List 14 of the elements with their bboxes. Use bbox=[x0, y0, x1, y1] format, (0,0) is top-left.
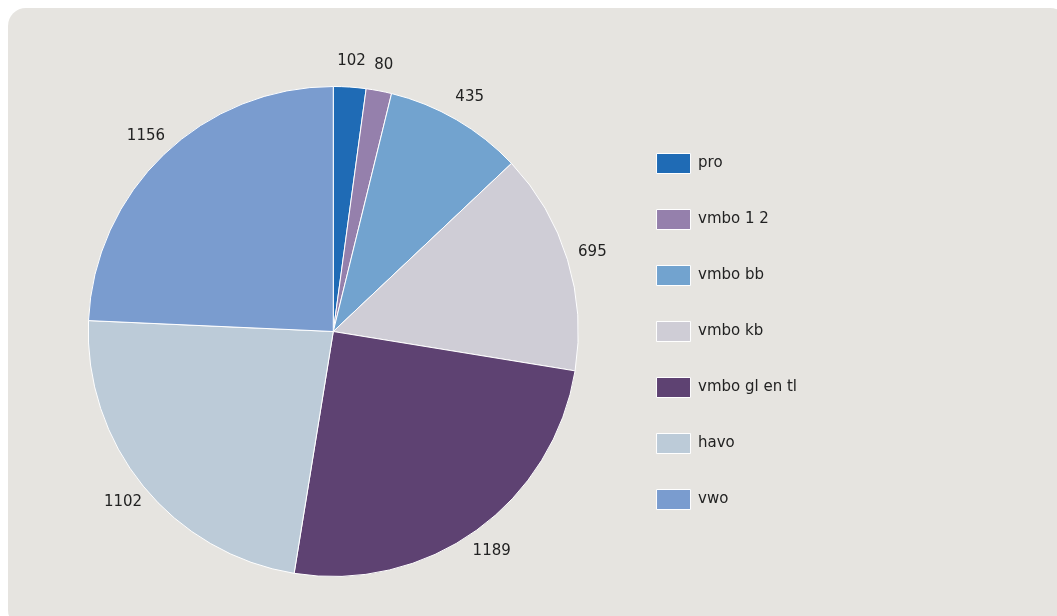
data-label: 1156 bbox=[126, 125, 166, 144]
legend-label: vmbo 1 2 bbox=[698, 209, 769, 228]
data-label: 102 bbox=[337, 51, 366, 69]
data-label: 80 bbox=[374, 55, 394, 74]
legend-label: vmbo bb bbox=[698, 265, 765, 284]
data-label: 1102 bbox=[103, 492, 143, 511]
legend-label: havo bbox=[698, 433, 735, 452]
data-label: 435 bbox=[455, 87, 484, 106]
legend-label: vmbo kb bbox=[698, 321, 764, 340]
legend-label: vmbo gl en tl bbox=[698, 377, 797, 396]
legend-label: vwo bbox=[698, 489, 729, 508]
data-label: 1189 bbox=[472, 541, 511, 560]
data-label: 695 bbox=[578, 241, 607, 260]
legend-label: pro bbox=[698, 153, 723, 172]
